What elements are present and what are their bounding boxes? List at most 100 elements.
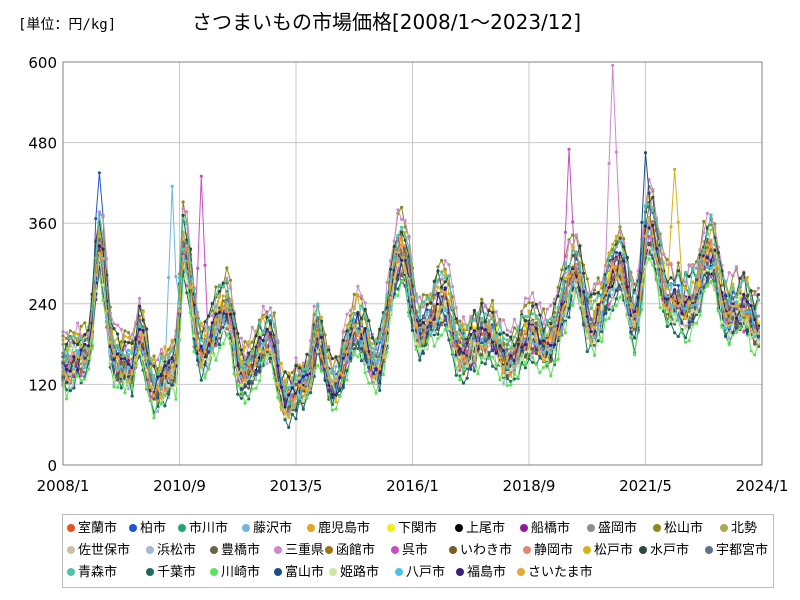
data-point [188, 261, 192, 265]
data-point [742, 278, 746, 282]
data-point [378, 339, 382, 343]
data-point [268, 313, 273, 318]
data-point [531, 291, 535, 295]
data-point [454, 366, 458, 370]
data-point [261, 304, 265, 308]
data-point [400, 238, 404, 242]
data-point [756, 314, 761, 318]
data-point [538, 371, 542, 375]
data-point [560, 299, 564, 303]
data-point [669, 261, 673, 265]
data-point [494, 310, 498, 314]
data-point [589, 307, 593, 311]
data-point [429, 301, 433, 305]
data-point [167, 356, 171, 360]
data-point [330, 368, 334, 372]
data-point [702, 248, 706, 252]
data-point [571, 243, 575, 247]
data-point [520, 329, 524, 333]
data-point [400, 225, 404, 229]
data-point [745, 275, 750, 280]
data-point [745, 283, 750, 287]
data-point [425, 302, 429, 307]
data-point [101, 299, 105, 303]
data-point [647, 241, 651, 245]
data-point [509, 330, 513, 334]
data-point [225, 316, 229, 320]
data-point [596, 291, 600, 295]
data-point [436, 265, 440, 269]
data-point [167, 368, 171, 372]
data-point [272, 322, 276, 326]
data-point [647, 257, 651, 261]
data-point [199, 321, 203, 325]
data-point [669, 276, 673, 280]
data-point [68, 336, 72, 340]
data-point [330, 396, 334, 400]
data-point [687, 290, 691, 294]
data-point [192, 287, 196, 291]
data-point [618, 239, 622, 243]
data-point [738, 283, 742, 287]
data-point [258, 369, 262, 373]
data-point [542, 307, 546, 311]
data-point [531, 312, 535, 316]
data-point [443, 276, 447, 280]
data-point [545, 307, 549, 311]
data-point [461, 322, 466, 326]
data-point [614, 297, 619, 301]
data-point [327, 354, 331, 358]
data-point [592, 314, 597, 318]
data-point [527, 309, 531, 313]
data-point [410, 275, 415, 279]
data-point [225, 332, 229, 336]
data-point [130, 351, 134, 355]
data-point [137, 318, 142, 322]
data-point [243, 385, 247, 389]
data-point [683, 286, 688, 290]
data-point [727, 305, 731, 309]
data-point [407, 261, 411, 265]
data-point [702, 289, 706, 293]
data-point [207, 350, 211, 354]
data-point [232, 312, 236, 316]
data-point [476, 326, 480, 331]
data-point [221, 294, 225, 298]
data-point [283, 370, 287, 374]
data-point [265, 315, 269, 319]
data-point [614, 265, 619, 269]
data-point [545, 361, 549, 366]
data-point [287, 371, 291, 375]
data-point [254, 369, 258, 374]
data-point [520, 349, 524, 353]
data-point [68, 389, 72, 393]
data-point [338, 388, 342, 392]
data-point [516, 375, 520, 379]
data-point [79, 379, 83, 383]
data-point [407, 236, 411, 240]
data-point [130, 341, 134, 345]
data-point [396, 276, 400, 280]
data-point [556, 294, 560, 298]
data-point [680, 292, 684, 296]
data-point [105, 257, 109, 261]
data-point [378, 381, 382, 385]
data-point [552, 322, 557, 326]
data-point [429, 297, 433, 301]
data-point [225, 298, 229, 302]
data-point [440, 333, 444, 337]
data-point [676, 261, 680, 265]
data-point [356, 293, 360, 297]
data-point [367, 381, 371, 385]
data-point [734, 295, 739, 299]
data-point [239, 387, 243, 391]
data-point [545, 319, 549, 323]
data-point [352, 350, 356, 354]
data-point [367, 328, 371, 333]
data-point [370, 381, 375, 385]
data-point [676, 289, 680, 293]
data-point [214, 285, 218, 289]
data-point [680, 330, 684, 334]
data-point [305, 395, 309, 399]
series-layer [61, 63, 761, 429]
